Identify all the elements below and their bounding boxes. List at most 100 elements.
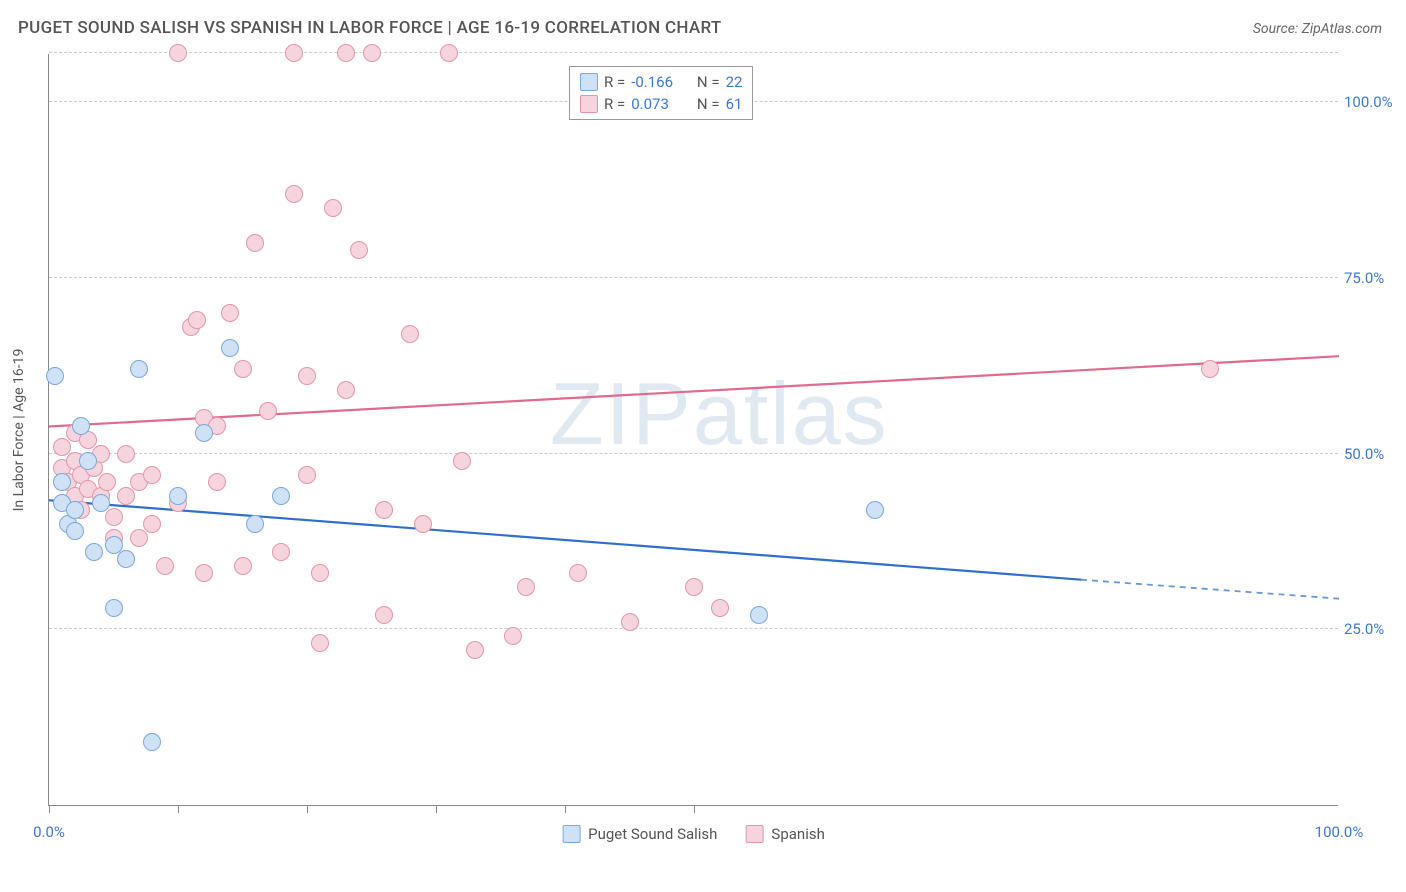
series-legend-label: Puget Sound Salish [588, 825, 717, 843]
salish-point [169, 487, 187, 505]
salish-point [117, 550, 135, 568]
spanish-point [466, 641, 484, 659]
series-legend-item: Puget Sound Salish [562, 825, 717, 843]
spanish-point [711, 599, 729, 617]
spanish-point [188, 311, 206, 329]
spanish-point [156, 557, 174, 575]
gridline [49, 52, 1338, 53]
x-tick-label: 100.0% [1315, 823, 1364, 841]
spanish-point [685, 578, 703, 596]
spanish-swatch [745, 825, 763, 843]
salish-point [85, 543, 103, 561]
salish-point [66, 501, 84, 519]
spanish-point [285, 185, 303, 203]
spanish-point [363, 44, 381, 62]
x-tick [694, 805, 695, 813]
salish-point [53, 473, 71, 491]
salish-point [143, 733, 161, 751]
spanish-point [259, 402, 277, 420]
x-tick [49, 805, 50, 813]
salish-point [105, 599, 123, 617]
r-label: R = [604, 73, 625, 91]
spanish-point [337, 381, 355, 399]
x-tick [436, 805, 437, 813]
salish-point [130, 360, 148, 378]
y-tick-label: 75.0% [1344, 269, 1404, 287]
trend-lines [49, 54, 1338, 805]
spanish-point [298, 466, 316, 484]
salish-point [221, 339, 239, 357]
scatter-chart: In Labor Force | Age 16-19 ZIPatlas 25.0… [48, 54, 1338, 806]
stats-legend-row: R = -0.166 N = 22 [576, 71, 746, 93]
spanish-point [246, 234, 264, 252]
salish-swatch [580, 73, 598, 91]
r-value: -0.166 [631, 73, 687, 91]
spanish-point [414, 515, 432, 533]
y-tick-label: 100.0% [1344, 93, 1404, 111]
spanish-point [98, 473, 116, 491]
spanish-point [1201, 360, 1219, 378]
spanish-point [401, 325, 419, 343]
salish-point [79, 452, 97, 470]
spanish-point [117, 487, 135, 505]
r-label: R = [604, 95, 625, 113]
spanish-point [298, 367, 316, 385]
spanish-point [375, 606, 393, 624]
salish-point [195, 424, 213, 442]
spanish-point [234, 360, 252, 378]
n-label: N = [693, 73, 719, 91]
stats-legend: R = -0.166 N = 22R = 0.073 N = 61 [569, 66, 753, 120]
spanish-point [375, 501, 393, 519]
n-value: 22 [726, 73, 743, 91]
salish-swatch [562, 825, 580, 843]
y-tick-label: 25.0% [1344, 620, 1404, 638]
x-tick [307, 805, 308, 813]
y-axis-label: In Labor Force | Age 16-19 [11, 348, 27, 511]
series-legend: Puget Sound Salish Spanish [562, 825, 825, 843]
spanish-point [169, 44, 187, 62]
spanish-point [337, 44, 355, 62]
series-legend-item: Spanish [745, 825, 824, 843]
spanish-point [569, 564, 587, 582]
spanish-point [117, 445, 135, 463]
spanish-point [272, 543, 290, 561]
spanish-point [517, 578, 535, 596]
salish-point [46, 367, 64, 385]
x-tick [565, 805, 566, 813]
salish-point [272, 487, 290, 505]
r-value: 0.073 [631, 95, 687, 113]
spanish-point [234, 557, 252, 575]
x-tick [178, 805, 179, 813]
salish-point [92, 494, 110, 512]
y-tick-label: 50.0% [1344, 445, 1404, 463]
spanish-point [350, 241, 368, 259]
salish-point [750, 606, 768, 624]
spanish-point [285, 44, 303, 62]
spanish-swatch [580, 95, 598, 113]
spanish-point [621, 613, 639, 631]
salish-point [72, 417, 90, 435]
spanish-point [311, 634, 329, 652]
spanish-point [504, 627, 522, 645]
spanish-point [311, 564, 329, 582]
spanish-point [324, 199, 342, 217]
x-tick-label: 0.0% [33, 823, 65, 841]
salish-point [66, 522, 84, 540]
n-label: N = [693, 95, 719, 113]
salish-point [866, 501, 884, 519]
spanish-point [453, 452, 471, 470]
spanish-point [130, 529, 148, 547]
spanish-point [208, 473, 226, 491]
spanish-point [440, 44, 458, 62]
spanish-point [221, 304, 239, 322]
spanish-point [143, 515, 161, 533]
chart-title: PUGET SOUND SALISH VS SPANISH IN LABOR F… [18, 18, 722, 38]
spanish-point [195, 564, 213, 582]
source-label: Source: ZipAtlas.com [1253, 21, 1382, 37]
salish-point [246, 515, 264, 533]
series-legend-label: Spanish [771, 825, 824, 843]
stats-legend-row: R = 0.073 N = 61 [576, 93, 746, 115]
spanish-point [105, 508, 123, 526]
n-value: 61 [726, 95, 743, 113]
spanish-point [143, 466, 161, 484]
